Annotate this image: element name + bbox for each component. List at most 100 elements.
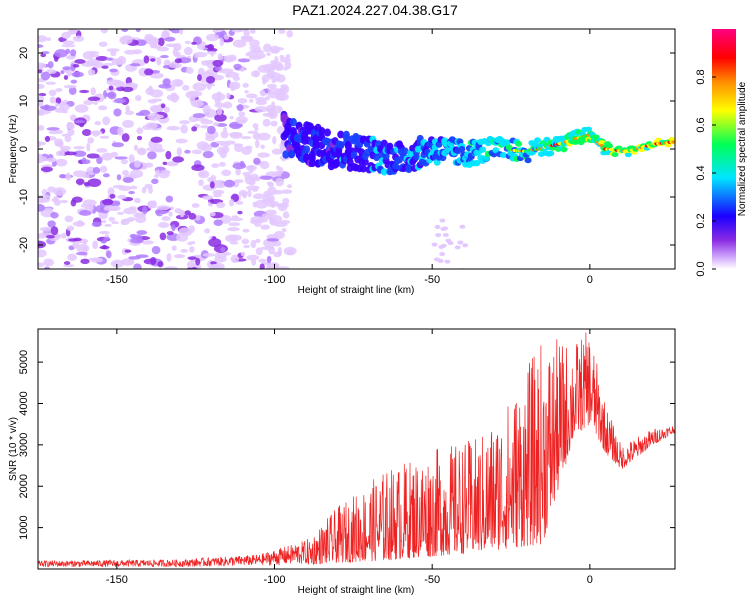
- bottom-ytick-label: 1000: [18, 515, 30, 539]
- heatmap-noise-cell: [124, 110, 134, 116]
- heatmap-noise-cell: [439, 218, 446, 223]
- heatmap-noise-cell: [204, 228, 210, 234]
- heatmap-noise-cell: [272, 240, 282, 247]
- heatmap-noise-cell: [257, 152, 270, 158]
- heatmap-noise-cell: [135, 29, 141, 33]
- heatmap-noise-cell: [240, 35, 247, 41]
- heatmap-ridge-cell: [380, 168, 388, 176]
- heatmap-noise-cell: [156, 46, 170, 52]
- heatmap-noise-cell: [122, 218, 134, 223]
- heatmap-ridge-core: [671, 140, 675, 144]
- heatmap-noise-cell: [249, 45, 261, 51]
- heatmap-ridge-cell: [289, 118, 297, 127]
- heatmap-noise-cell: [112, 261, 119, 265]
- heatmap-noise-cell: [40, 166, 53, 172]
- heatmap-noise-cell: [243, 244, 250, 249]
- heatmap-noise-cell: [160, 169, 171, 175]
- heatmap-noise-cell: [223, 101, 233, 109]
- heatmap-noise-cell: [286, 30, 294, 38]
- heatmap-noise-cell: [286, 184, 293, 188]
- heatmap-noise-cell: [158, 83, 172, 89]
- heatmap-noise-cell: [76, 220, 84, 227]
- heatmap-ridge-cell: [303, 145, 311, 154]
- heatmap-noise-cell: [198, 179, 204, 187]
- heatmap-ridge-cell: [401, 147, 409, 155]
- heatmap-noise-cell: [209, 212, 216, 217]
- heatmap-noise-cell: [225, 92, 231, 99]
- heatmap-ridge-cell: [312, 141, 320, 150]
- heatmap-noise-cell: [232, 162, 247, 170]
- heatmap-noise-cell: [220, 130, 229, 139]
- heatmap-noise-cell: [236, 119, 246, 125]
- bottom-ytick-label: 3000: [18, 433, 30, 457]
- heatmap-noise-cell: [50, 226, 59, 236]
- heatmap-noise-cell: [202, 150, 214, 159]
- heatmap-noise-cell: [447, 241, 454, 246]
- top-ytick-label: -20: [18, 237, 30, 253]
- heatmap-noise-cell: [166, 126, 181, 131]
- heatmap-noise-cell: [71, 196, 83, 203]
- heatmap-noise-cell: [242, 171, 251, 177]
- heatmap-noise-cell: [166, 94, 180, 101]
- heatmap-noise-cell: [434, 224, 441, 229]
- heatmap-noise-cell: [242, 82, 249, 88]
- heatmap-noise-cell: [254, 139, 260, 149]
- colorbar-ticks: 0.0 0.2 0.4 0.6 0.8: [695, 69, 716, 277]
- heatmap-noise-cell: [254, 126, 259, 131]
- heatmap-noise-cell: [173, 43, 182, 52]
- heatmap-noise-cell: [81, 129, 92, 137]
- heatmap-noise-cell: [83, 100, 94, 106]
- heatmap-noise-cell: [282, 197, 290, 205]
- heatmap-noise-cell: [184, 40, 191, 44]
- heatmap-ridge-cell: [361, 158, 369, 166]
- heatmap-noise-cell: [186, 261, 195, 268]
- heatmap-noise-cell: [38, 92, 47, 97]
- colorbar-tick-label: 0.6: [695, 117, 707, 132]
- heatmap-noise-cell: [120, 158, 128, 165]
- heatmap-noise-cell: [254, 106, 269, 113]
- heatmap-noise-cell: [235, 200, 244, 205]
- heatmap-noise-cell: [53, 187, 67, 196]
- heatmap-noise-cell: [108, 85, 114, 91]
- heatmap-noise-cell: [266, 238, 280, 242]
- heatmap-noise-cell: [281, 189, 293, 194]
- heatmap-noise-cell: [116, 174, 122, 181]
- heatmap-noise-cell: [220, 214, 232, 224]
- heatmap-noise-cell: [110, 151, 119, 158]
- heatmap-noise-cell: [211, 236, 217, 240]
- colorbar-tick-label: 0.4: [695, 165, 707, 180]
- heatmap-noise-cell: [103, 236, 111, 241]
- heatmap-noise-cell: [82, 174, 90, 179]
- heatmap-noise-cell: [116, 211, 125, 216]
- heatmap-noise-cell: [72, 35, 85, 42]
- heatmap-noise-cell: [47, 61, 54, 69]
- heatmap-noise-cell: [63, 75, 69, 80]
- heatmap-noise-cell: [277, 89, 283, 96]
- heatmap-noise-cell: [245, 185, 260, 191]
- heatmap-noise-cell: [196, 141, 209, 150]
- heatmap-noise-cell: [109, 68, 118, 73]
- heatmap-noise-cell: [210, 263, 221, 269]
- heatmap-noise-cell: [43, 258, 55, 267]
- heatmap-noise-cell: [102, 62, 115, 66]
- heatmap-noise-cell: [216, 91, 222, 100]
- heatmap-noise-cell: [212, 122, 219, 127]
- heatmap-noise-cell: [192, 113, 206, 119]
- heatmap-noise-cell: [225, 140, 236, 145]
- heatmap-noise-cell: [139, 109, 151, 117]
- heatmap-noise-cell: [48, 130, 59, 135]
- heatmap-noise-cell: [90, 130, 103, 135]
- heatmap-noise-cell: [38, 249, 47, 258]
- heatmap-noise-cell: [121, 29, 129, 33]
- top-ytick-label: -10: [18, 189, 30, 205]
- heatmap-ridge-cell: [598, 140, 606, 146]
- heatmap-noise-cell: [235, 167, 241, 176]
- heatmap-noise-cell: [92, 240, 99, 250]
- heatmap-noise-cell: [183, 46, 193, 56]
- heatmap-noise-cell: [80, 258, 90, 265]
- heatmap-noise-cell: [191, 41, 197, 45]
- heatmap-noise-cell: [444, 259, 451, 264]
- heatmap-noise-cell: [141, 206, 148, 215]
- heatmap-noise-cell: [187, 256, 197, 260]
